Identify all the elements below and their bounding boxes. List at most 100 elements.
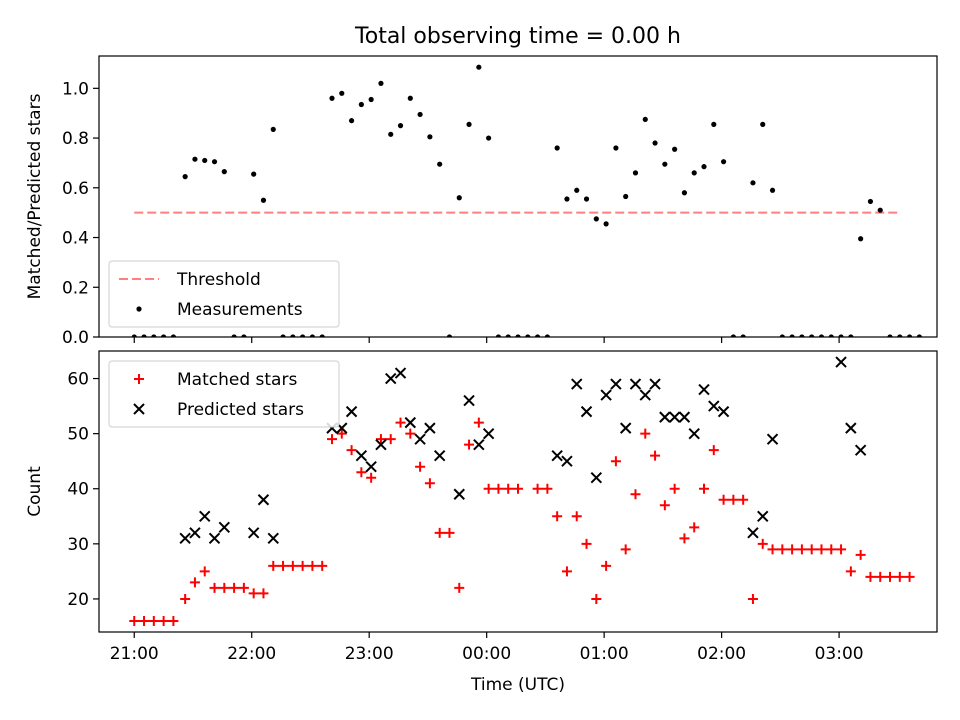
- measurement-point: [270, 126, 276, 132]
- matched-stars-point: [209, 582, 220, 593]
- y-axis-label: Matched/Predicted stars: [25, 93, 45, 299]
- measurement-point: [642, 116, 648, 123]
- measurement-point: [368, 96, 374, 103]
- measurement-point: [309, 334, 316, 337]
- matched-stars-point: [326, 434, 337, 445]
- x-tick-label: 00:00: [462, 644, 511, 664]
- matched-stars-point: [767, 544, 778, 555]
- predicted-stars-point: [561, 455, 573, 467]
- measurement-point: [613, 145, 619, 151]
- measurement-point: [251, 171, 257, 177]
- legend-box: [108, 260, 340, 328]
- predicted-stars-point: [267, 532, 279, 545]
- matched-stars-point: [434, 527, 445, 538]
- measurement-point: [672, 146, 678, 152]
- matched-stars-point: [542, 483, 553, 494]
- matched-stars-point: [139, 615, 150, 626]
- matched-stars-point: [248, 588, 259, 599]
- predicted-stars-point: [247, 527, 260, 539]
- matched-stars-point: [356, 467, 367, 478]
- measurement-point: [593, 216, 599, 222]
- measurement-point: [906, 334, 913, 337]
- predicted-stars-point: [639, 389, 651, 401]
- matched-stars-point: [591, 593, 602, 604]
- x-tick-label: 03:00: [815, 644, 864, 664]
- measurement-point: [789, 334, 795, 337]
- predicted-stars-point: [463, 394, 475, 407]
- matched-stars-point: [561, 566, 572, 577]
- matched-stars-point: [796, 544, 807, 555]
- legend-matched-swatch: [134, 374, 144, 384]
- predicted-stars-point: [385, 372, 397, 385]
- y-tick-label: 30: [67, 535, 89, 555]
- x-tick-label: 23:00: [345, 644, 394, 664]
- measurement-point: [564, 196, 570, 202]
- measurement-point: [916, 334, 922, 337]
- measurement-point: [681, 190, 688, 196]
- measurement-point: [151, 334, 157, 337]
- measurement-point: [887, 334, 893, 337]
- matched-stars-point: [483, 483, 494, 494]
- plot-area: [131, 64, 922, 337]
- matched-stars-point: [845, 566, 856, 577]
- measurement-point: [339, 90, 345, 96]
- matched-stars-point: [610, 456, 621, 467]
- matched-stars-point: [650, 450, 661, 461]
- y-tick-label: 40: [67, 480, 89, 500]
- predicted-stars-point: [199, 510, 211, 523]
- matched-stars-point: [885, 571, 896, 582]
- measurement-point: [799, 334, 805, 337]
- measurement-point: [828, 334, 834, 337]
- measurement-point: [348, 118, 355, 124]
- y-axis-label: Count: [25, 466, 45, 517]
- measurement-point: [740, 334, 746, 337]
- predicted-stars-point: [649, 378, 661, 390]
- x-axis-label: Time (UTC): [470, 675, 565, 695]
- measurement-point: [505, 334, 511, 337]
- y-tick-label: 0.6: [62, 179, 89, 199]
- matched-stars-point: [747, 593, 758, 604]
- predicted-stars-point: [590, 472, 603, 484]
- matched-stars-point: [757, 538, 768, 549]
- measurement-point: [456, 195, 462, 201]
- legend-predicted-swatch: [133, 403, 145, 415]
- predicted-stars-point: [619, 422, 632, 434]
- measurement-point: [711, 121, 717, 127]
- matched-stars-point: [307, 560, 318, 571]
- predicted-stars-point: [629, 378, 642, 390]
- predicted-stars-point: [571, 378, 583, 390]
- measurement-point: [623, 193, 629, 200]
- matched-stars-point: [571, 511, 582, 522]
- predicted-stars-point: [414, 433, 426, 445]
- measurement-point: [319, 334, 325, 337]
- predicted-stars-point: [757, 510, 769, 523]
- matched-stars-point: [158, 615, 169, 626]
- axes-frame: [98, 55, 938, 338]
- axes-frame: [98, 350, 938, 633]
- matched-stars-point: [199, 566, 210, 577]
- matched-stars-point: [865, 571, 876, 582]
- predicted-stars-point: [345, 405, 358, 418]
- predicted-stars-point: [668, 411, 681, 423]
- matched-stars-point: [287, 560, 298, 571]
- chart-title: Total observing time = 0.00 h: [354, 24, 681, 49]
- measurement-point: [662, 161, 668, 167]
- predicted-stars-point: [189, 527, 201, 539]
- y-tick-label: 60: [67, 370, 89, 390]
- measurement-point: [720, 159, 727, 165]
- matched-stars-point: [336, 428, 347, 439]
- measurement-point: [652, 140, 658, 146]
- predicted-stars-point: [610, 378, 622, 390]
- y-tick-label: 0.2: [62, 278, 89, 298]
- predicted-stars-point: [717, 405, 730, 418]
- predicted-stars-point: [482, 427, 495, 440]
- measurement-point: [260, 197, 267, 203]
- predicted-stars-point: [394, 367, 407, 379]
- measurement-point: [280, 334, 286, 337]
- matched-stars-point: [630, 489, 641, 500]
- matched-stars-point: [297, 560, 308, 571]
- top-panel: 0.0 0.2 0.4 0.6 0.8 1.0 Matched/Predicted star…: [25, 55, 938, 348]
- measurement-point: [131, 334, 137, 337]
- predicted-stars-point: [747, 527, 759, 539]
- predicted-stars-point: [453, 488, 465, 500]
